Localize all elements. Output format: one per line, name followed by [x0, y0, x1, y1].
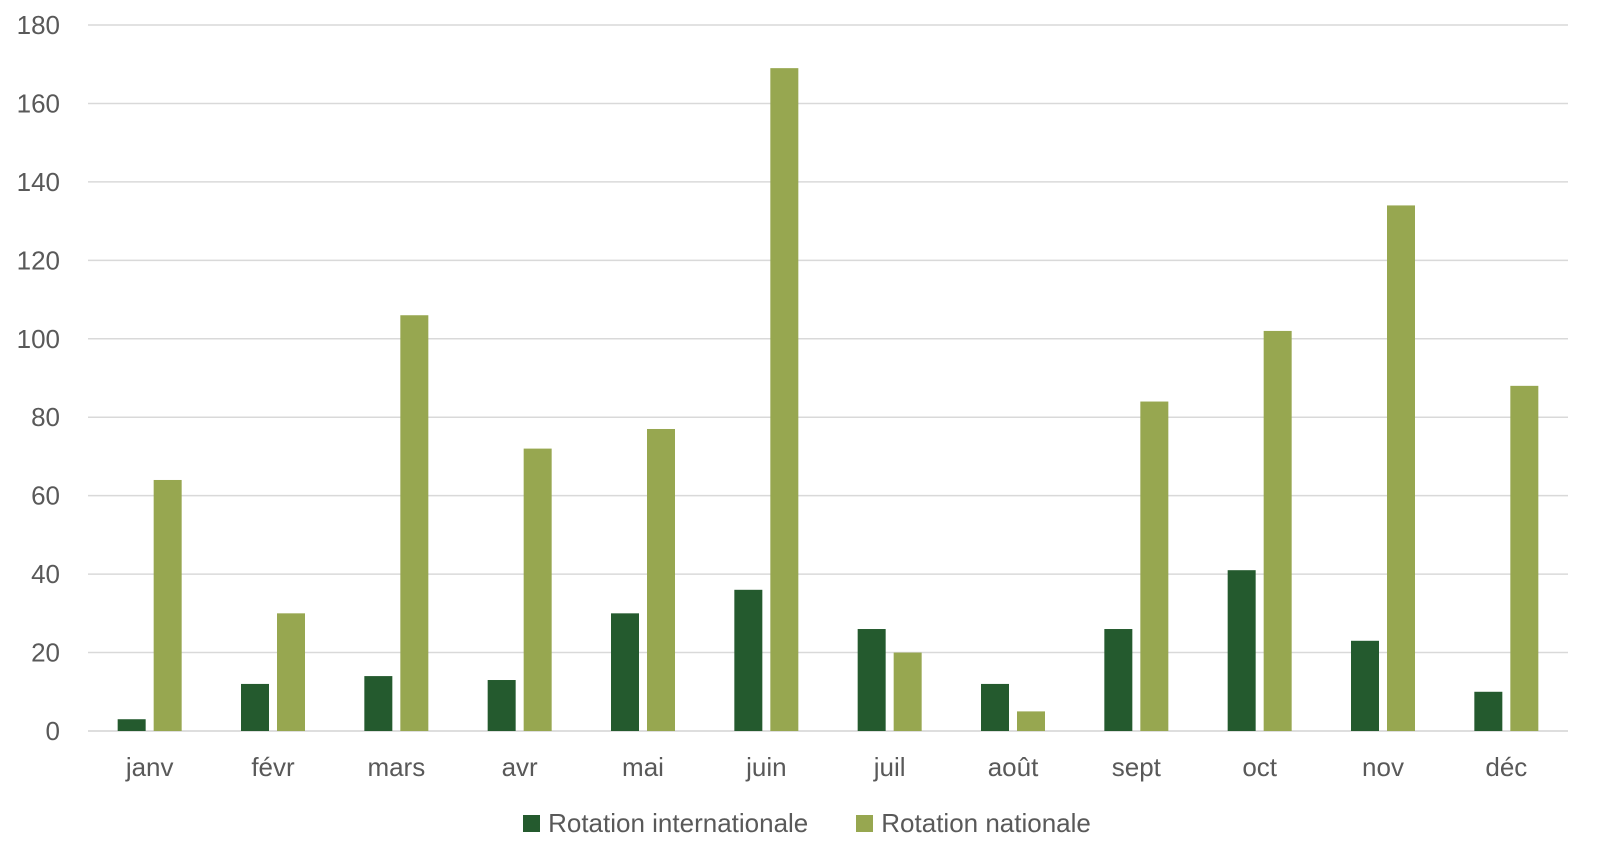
y-tick-label: 60: [31, 481, 60, 511]
bar-series-1-juil: [857, 629, 886, 731]
x-tick-label: déc: [1485, 752, 1527, 782]
bar-series-1-févr: [241, 683, 269, 731]
x-tick-label: oct: [1242, 752, 1277, 782]
x-tick-label: mai: [622, 752, 664, 782]
x-tick-label: août: [988, 752, 1039, 782]
legend-label-series-1: Rotation internationale: [548, 808, 809, 838]
x-tick-label: avr: [502, 752, 538, 782]
bar-series-2-oct: [1263, 330, 1292, 731]
bar-series-2-sept: [1140, 401, 1169, 731]
y-tick-label: 160: [17, 88, 60, 118]
x-tick-label: juin: [745, 752, 786, 782]
y-tick-label: 120: [17, 245, 60, 275]
bar-series-1-nov: [1351, 640, 1379, 731]
y-tick-label: 180: [17, 10, 60, 40]
bar-series-1-janv: [117, 719, 146, 731]
x-tick-label: nov: [1362, 752, 1404, 782]
bar-series-2-août: [1017, 711, 1045, 731]
bar-series-1-sept: [1104, 629, 1133, 731]
bar-series-1-avr: [487, 680, 516, 731]
gridlines: [88, 24, 1568, 732]
x-tick-label: sept: [1112, 752, 1162, 782]
bar-series-2-janv: [153, 479, 182, 731]
legend: Rotation internationale Rotation nationa…: [0, 808, 1614, 839]
legend-swatch-series-1: [523, 815, 541, 832]
y-tick-label: 140: [17, 167, 60, 197]
x-tick-label: juil: [873, 752, 906, 782]
bar-series-2-juin: [770, 68, 799, 731]
y-tick-label: 20: [31, 638, 60, 668]
bar-series-2-nov: [1387, 205, 1415, 731]
bar-series-2-avr: [523, 448, 552, 731]
legend-item-series-1: Rotation internationale: [523, 808, 808, 839]
bar-series-1-mars: [364, 676, 393, 731]
y-tick-label: 40: [31, 559, 60, 589]
x-tick-label: févr: [251, 752, 295, 782]
y-tick-label: 80: [31, 402, 60, 432]
bar-series-1-oct: [1227, 570, 1256, 731]
bar-series-2-mai: [647, 428, 675, 731]
y-axis-tick-labels: 0 20 40 60 80 100 120 140 160 180: [17, 10, 60, 746]
legend-swatch-series-2: [856, 815, 874, 832]
legend-item-series-2: Rotation nationale: [856, 808, 1091, 839]
bar-series-1-juin: [734, 589, 763, 731]
bar-series-1-août: [981, 683, 1009, 731]
bar-series-1-mai: [611, 613, 639, 731]
bar-series-2-mars: [400, 315, 429, 731]
bars: [117, 68, 1539, 731]
bar-series-1-déc: [1474, 691, 1503, 731]
x-tick-label: mars: [367, 752, 425, 782]
bar-series-2-déc: [1510, 385, 1539, 731]
x-tick-label: janv: [125, 752, 174, 782]
legend-label-series-2: Rotation nationale: [881, 808, 1091, 838]
bar-series-2-févr: [277, 613, 305, 731]
x-axis-tick-labels: janv févr mars avr mai juin juil août sept oct nov…: [125, 752, 1527, 782]
y-tick-label: 0: [46, 716, 60, 746]
y-tick-label: 100: [17, 324, 60, 354]
bar-series-2-juil: [893, 652, 922, 731]
